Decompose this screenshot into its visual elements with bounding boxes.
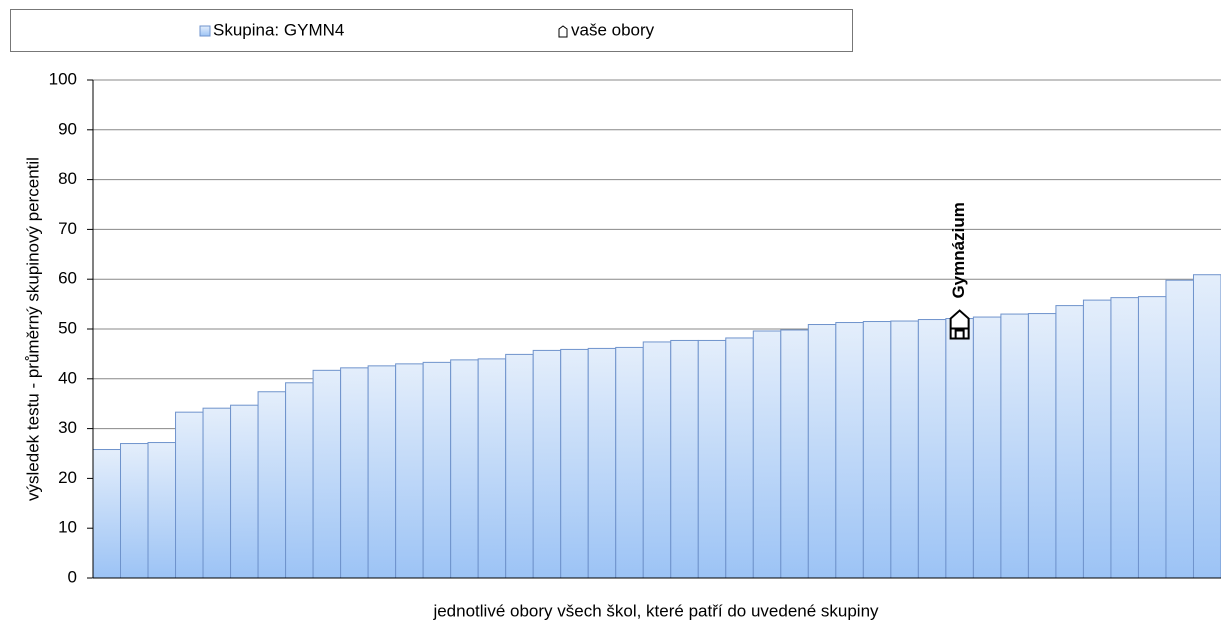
bar bbox=[725, 337, 754, 579]
bar bbox=[230, 404, 259, 579]
bar bbox=[945, 318, 974, 579]
bar bbox=[1137, 296, 1167, 579]
bar bbox=[532, 349, 562, 579]
bar bbox=[1055, 305, 1084, 579]
y-tick-label: 90 bbox=[58, 119, 77, 138]
marker-icon bbox=[949, 309, 970, 340]
bar bbox=[395, 363, 424, 579]
y-tick-label: 20 bbox=[58, 468, 77, 487]
legend-box bbox=[10, 9, 853, 52]
bar bbox=[560, 348, 589, 579]
bar bbox=[120, 443, 149, 579]
school-marker bbox=[949, 309, 970, 340]
bar bbox=[285, 382, 314, 579]
bar bbox=[450, 359, 479, 579]
legend-label: vaše obory bbox=[571, 20, 655, 39]
bar bbox=[1192, 274, 1221, 579]
bar bbox=[202, 407, 232, 579]
y-tick-label: 0 bbox=[68, 567, 77, 586]
bar bbox=[917, 319, 947, 579]
bar bbox=[367, 365, 397, 579]
bar bbox=[752, 330, 782, 579]
bar bbox=[1110, 297, 1139, 579]
x-axis-label: jednotlivé obory všech škol, které patří… bbox=[432, 601, 879, 620]
bar bbox=[312, 369, 342, 579]
bar bbox=[1165, 279, 1194, 579]
bar bbox=[862, 321, 892, 579]
bar bbox=[615, 346, 644, 579]
y-tick-label: 80 bbox=[58, 169, 77, 188]
bar bbox=[1027, 313, 1057, 579]
y-tick-label: 30 bbox=[58, 418, 77, 437]
bar bbox=[807, 324, 837, 579]
y-axis-label: výsledek testu - průměrný skupinový perc… bbox=[23, 157, 42, 501]
bar bbox=[697, 339, 727, 579]
bar bbox=[642, 341, 672, 579]
bar bbox=[505, 353, 534, 579]
y-tick-label: 100 bbox=[49, 69, 77, 88]
y-tick-label: 60 bbox=[58, 269, 77, 288]
bar bbox=[670, 339, 699, 579]
bar bbox=[422, 361, 452, 579]
legend-swatch bbox=[558, 25, 568, 38]
bar bbox=[92, 449, 122, 579]
bar bbox=[257, 391, 287, 579]
bar bbox=[340, 367, 369, 579]
data-label: Gymnázium bbox=[949, 202, 968, 298]
bar bbox=[477, 358, 507, 579]
y-tick-label: 50 bbox=[58, 318, 77, 337]
y-tick-label: 70 bbox=[58, 219, 77, 238]
bar bbox=[1082, 299, 1112, 579]
bar bbox=[175, 411, 204, 579]
bar bbox=[587, 347, 617, 579]
legend-label: Skupina: GYMN4 bbox=[213, 20, 344, 39]
bar bbox=[1000, 313, 1029, 579]
bar bbox=[780, 329, 809, 579]
bar bbox=[890, 320, 919, 579]
y-tick-label: 40 bbox=[58, 368, 77, 387]
bar bbox=[147, 442, 177, 579]
bar bbox=[972, 316, 1002, 579]
y-tick-label: 10 bbox=[58, 518, 77, 537]
legend-swatch bbox=[199, 25, 211, 37]
bar bbox=[835, 322, 864, 579]
